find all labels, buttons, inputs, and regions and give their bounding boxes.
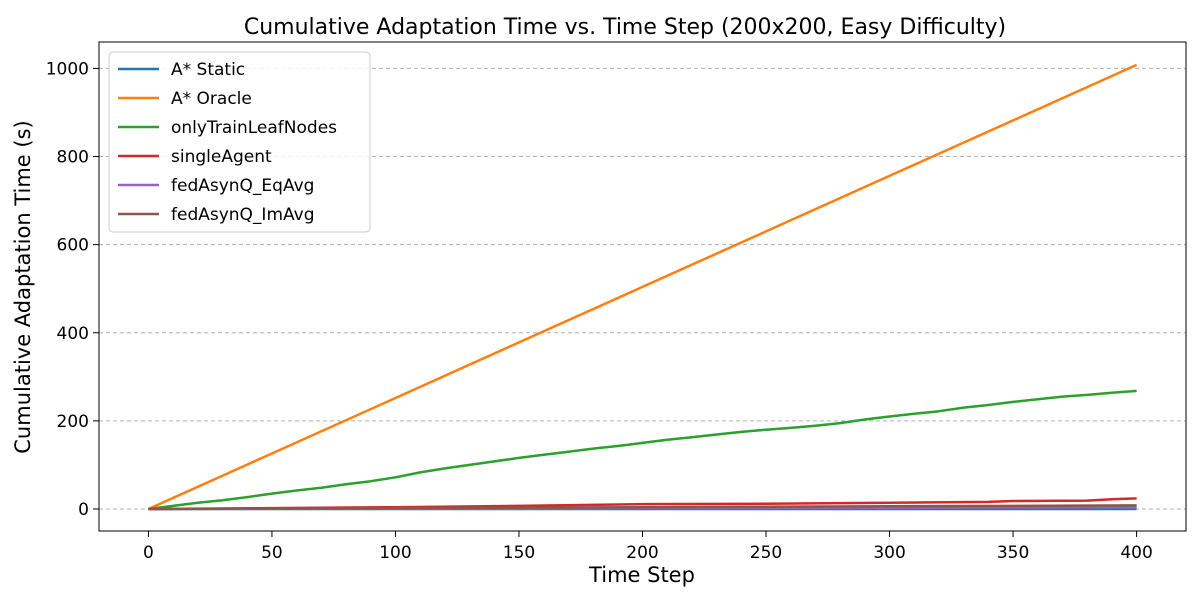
legend: A* Static A* Oracle onlyTrainLeafNodes sing… bbox=[108, 51, 371, 233]
x-axis-ticks: 0 50 100 150 200 250 300 350 400 bbox=[143, 531, 1153, 563]
legend-label: A* Static bbox=[171, 60, 245, 80]
y-tick-label: 400 bbox=[57, 324, 89, 344]
y-tick-label: 1000 bbox=[46, 59, 89, 79]
legend-label: onlyTrainLeafNodes bbox=[171, 118, 337, 138]
legend-label: A* Oracle bbox=[171, 89, 252, 109]
legend-label: fedAsynQ_ImAvg bbox=[171, 205, 315, 225]
y-tick-label: 200 bbox=[57, 412, 89, 432]
series-line bbox=[147, 63, 1138, 511]
y-axis-label: Cumulative Adaptation Time (s) bbox=[11, 120, 35, 453]
x-tick-label: 150 bbox=[503, 543, 535, 563]
y-tick-label: 0 bbox=[78, 500, 89, 520]
series-layer bbox=[147, 63, 1138, 511]
y-axis-ticks: 0 200 400 600 800 1000 bbox=[46, 59, 99, 520]
x-tick-label: 0 bbox=[143, 543, 154, 563]
x-tick-label: 200 bbox=[626, 543, 658, 563]
legend-box bbox=[108, 51, 371, 233]
x-axis-label: Time Step bbox=[588, 563, 695, 587]
x-tick-label: 350 bbox=[997, 543, 1029, 563]
legend-label: singleAgent bbox=[171, 147, 272, 167]
y-tick-label: 600 bbox=[57, 236, 89, 256]
x-tick-label: 250 bbox=[750, 543, 782, 563]
x-tick-label: 300 bbox=[873, 543, 905, 563]
series-line bbox=[148, 389, 1137, 511]
x-tick-label: 400 bbox=[1120, 543, 1152, 563]
chart-title: Cumulative Adaptation Time vs. Time Step… bbox=[244, 15, 1006, 40]
series-line bbox=[148, 504, 1137, 511]
x-tick-label: 100 bbox=[379, 543, 411, 563]
y-tick-label: 800 bbox=[57, 148, 89, 168]
legend-label: fedAsynQ_EqAvg bbox=[171, 176, 314, 196]
x-tick-label: 50 bbox=[261, 543, 283, 563]
